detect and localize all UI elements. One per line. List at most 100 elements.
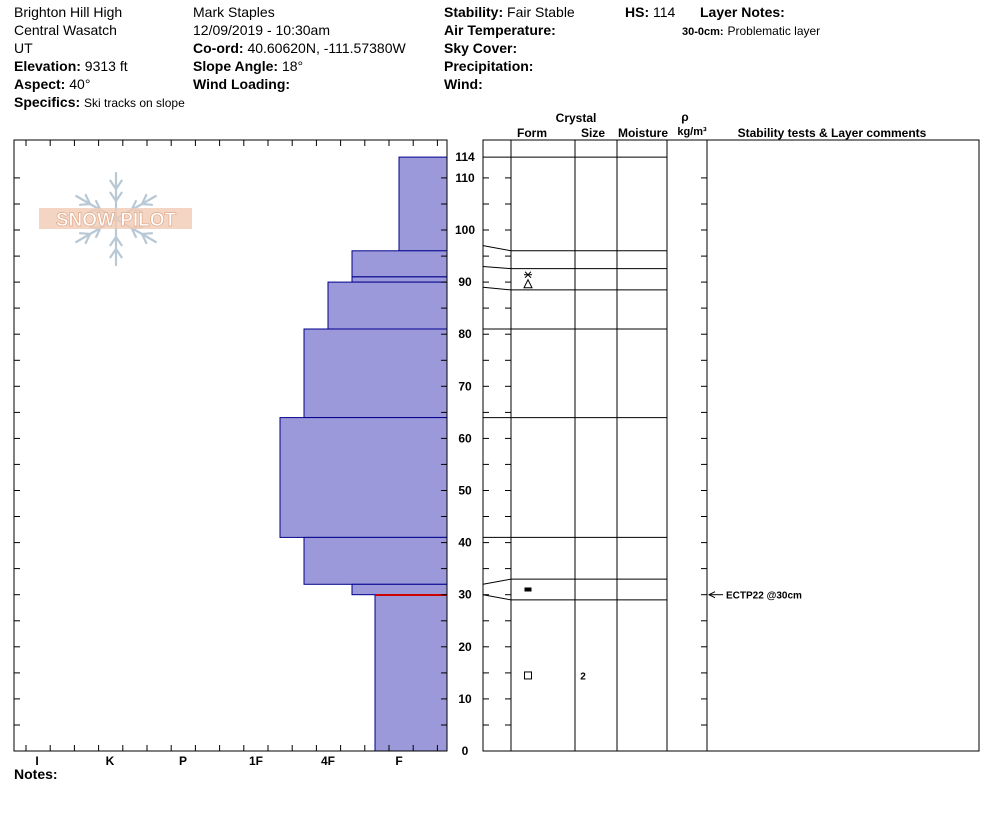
- snow-height: HS: 114: [625, 3, 675, 21]
- triangle-icon: [523, 278, 533, 289]
- hardness-bar: [351, 583, 448, 596]
- stability-value: Fair Stable: [507, 4, 575, 20]
- hs-value: 114: [653, 4, 676, 20]
- snowflake-branch: [114, 235, 123, 247]
- form-header: Form: [517, 126, 547, 140]
- precipitation: Precipitation:: [444, 57, 533, 75]
- air-temp-label: Air Temperature:: [444, 22, 556, 38]
- hs-label: HS:: [625, 4, 650, 20]
- wind: Wind:: [444, 75, 483, 93]
- snowflake-branch: [114, 191, 123, 203]
- sky-label: Sky Cover:: [444, 40, 518, 56]
- hardness-bars: [279, 156, 448, 752]
- layer-table-headers: Crystal Form Size Moisture ρ kg/m³ Stabi…: [517, 110, 927, 140]
- hardness-label: P: [179, 754, 187, 768]
- layer-boundary: [482, 266, 667, 270]
- stability-comments: ECTP22 @30cm: [707, 591, 802, 602]
- notes: Notes:: [14, 765, 58, 783]
- precip-label: Precipitation:: [444, 58, 534, 74]
- height-label: 110: [455, 171, 475, 185]
- height-label: 114: [455, 150, 475, 164]
- height-label: 40: [458, 536, 472, 550]
- rho-header: ρ: [681, 110, 688, 124]
- layer-symbols: 2: [523, 271, 586, 683]
- wind-loading-label: Wind Loading:: [193, 76, 291, 92]
- layer-lines: [482, 156, 667, 752]
- elevation: Elevation: 9313 ft: [14, 57, 128, 75]
- coord-label: Co-ord:: [193, 40, 244, 56]
- snowflake-branch: [109, 235, 118, 247]
- height-label: 70: [458, 379, 472, 393]
- density-unit-header: kg/m³: [677, 126, 707, 138]
- moisture-header: Moisture: [618, 126, 668, 140]
- aspect-value: 40°: [69, 76, 91, 92]
- state: UT: [14, 40, 33, 56]
- hardness-bar: [351, 250, 448, 278]
- snowflake-branch: [114, 247, 123, 259]
- slope-value: 18°: [281, 58, 304, 74]
- stability-label: Stability:: [444, 4, 504, 20]
- snowflake-branch: [84, 232, 92, 245]
- height-label: 80: [458, 327, 472, 341]
- hardness-bar: [327, 281, 448, 330]
- stability-arrow-head: [707, 591, 716, 599]
- height-label: 100: [455, 223, 475, 237]
- snowflake-branch: [78, 232, 92, 236]
- crystal-size: 2: [580, 672, 586, 683]
- aspect: Aspect: 40°: [14, 75, 90, 93]
- wind-loading: Wind Loading:: [193, 75, 290, 93]
- specifics: Specifics: Ski tracks on slope: [14, 93, 185, 112]
- hardness-labels: I K P 1F 4F F: [35, 754, 402, 768]
- layer-table-frame: [482, 139, 980, 752]
- snowflake-branch: [109, 247, 118, 259]
- snowflake-branch: [109, 179, 118, 191]
- snowflake-branch: [130, 226, 137, 239]
- hardness-ticks: [25, 140, 438, 751]
- snowflake-branch: [140, 232, 148, 245]
- stability: Stability: Fair Stable: [444, 3, 575, 21]
- snowflake-branch: [109, 191, 118, 203]
- logo-text: SNOW PILOT: [56, 210, 177, 231]
- layer-boundary: [482, 578, 667, 585]
- height-label: 20: [458, 640, 472, 654]
- snowflake-branch: [84, 193, 92, 206]
- size-header: Size: [581, 126, 605, 140]
- wind-label: Wind:: [444, 76, 483, 92]
- hardness-label: 1F: [249, 754, 263, 768]
- layer-notes-label: Layer Notes:: [700, 4, 785, 20]
- height-label: 50: [458, 484, 472, 498]
- layer-boundary: [482, 594, 667, 601]
- star-icon: [524, 271, 532, 279]
- height-label: 90: [458, 275, 472, 289]
- hardness-bar: [351, 276, 448, 283]
- slope-angle: Slope Angle: 18°: [193, 57, 303, 75]
- filled-rect-icon: [524, 587, 532, 592]
- coordinates: Co-ord: 40.60620N, -111.57380W: [193, 39, 406, 57]
- layer-boundary: [482, 245, 667, 252]
- elevation-label: Elevation:: [14, 58, 81, 74]
- layer-note-text: Problematic layer: [727, 24, 821, 38]
- hardness-bar: [398, 156, 448, 252]
- hardness-label: I: [35, 754, 38, 768]
- stability-comment: ECTP22 @30cm: [726, 591, 802, 602]
- height-axis: 0 10 20 30 40 50 60 70 80 90 100 110 114: [14, 150, 475, 758]
- coord-value: 40.60620N, -111.57380W: [247, 40, 406, 56]
- hardness-label: K: [106, 754, 115, 768]
- snowflake-branch: [78, 202, 92, 206]
- layer-boundary: [482, 286, 667, 291]
- logo-banner: [39, 208, 192, 229]
- snowflake-branch: [140, 232, 154, 236]
- hardness-bar: [374, 594, 448, 752]
- elevation-value: 9313 ft: [84, 58, 128, 74]
- square-icon: [524, 671, 532, 680]
- table-ticks: [483, 177, 707, 752]
- crystal-header: Crystal: [556, 111, 597, 125]
- snowflake-branch: [140, 202, 154, 206]
- table-columns: [510, 140, 708, 751]
- layer-note-range: 30-0cm:: [682, 26, 724, 38]
- snowflake-branch: [114, 179, 123, 191]
- location-name: Brighton Hill High: [14, 4, 123, 20]
- air-temperature: Air Temperature:: [444, 21, 556, 39]
- specifics-value: Ski tracks on slope: [84, 96, 185, 110]
